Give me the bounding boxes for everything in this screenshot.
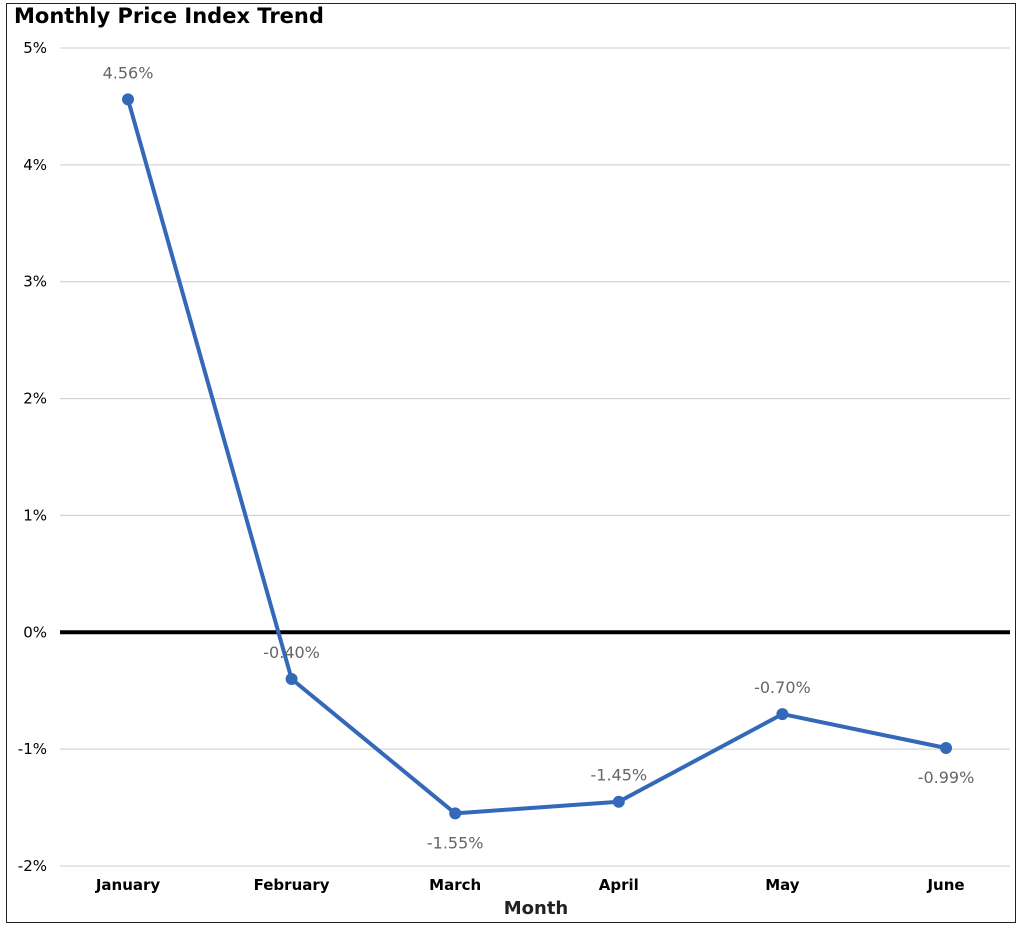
data-point <box>612 795 625 808</box>
x-tick-label: February <box>254 876 330 894</box>
data-label: -0.70% <box>754 678 811 697</box>
data-points <box>122 93 952 820</box>
x-tick-label: May <box>765 876 800 894</box>
y-tick-label: -2% <box>18 857 47 875</box>
data-label: -0.99% <box>918 768 975 787</box>
y-tick-label: 4% <box>23 156 47 174</box>
data-point <box>940 741 952 754</box>
y-tick-label: 0% <box>23 623 47 641</box>
x-axis-label: Month <box>504 898 569 919</box>
x-tick-label: January <box>95 876 161 894</box>
y-tick-label: 5% <box>23 39 47 57</box>
x-axis-categories: January February March April May June <box>95 876 965 894</box>
x-tick-label: June <box>926 876 964 894</box>
y-axis-ticks: -2% -1% 0% 1% 2% 3% 4% 5% <box>18 39 47 875</box>
data-point <box>122 93 134 106</box>
data-point <box>776 708 789 721</box>
data-labels: 4.56% -0.40% -1.55% -1.45% -0.70% -0.99% <box>103 63 975 852</box>
data-label: -1.55% <box>427 833 484 852</box>
data-point <box>449 807 462 820</box>
chart-frame <box>6 3 1016 923</box>
y-tick-label: 2% <box>23 390 47 408</box>
x-tick-label: April <box>599 876 639 894</box>
data-label: 4.56% <box>103 63 154 82</box>
data-label: -0.40% <box>263 643 320 662</box>
data-point <box>285 673 298 686</box>
y-tick-label: 1% <box>23 506 47 524</box>
data-label: -1.45% <box>590 766 647 785</box>
y-tick-label: -1% <box>18 740 47 758</box>
x-tick-label: March <box>429 876 481 894</box>
chart-title: Monthly Price Index Trend <box>14 4 324 28</box>
y-tick-label: 3% <box>23 273 47 291</box>
series-line <box>126 98 947 816</box>
gridlines <box>60 47 1010 867</box>
